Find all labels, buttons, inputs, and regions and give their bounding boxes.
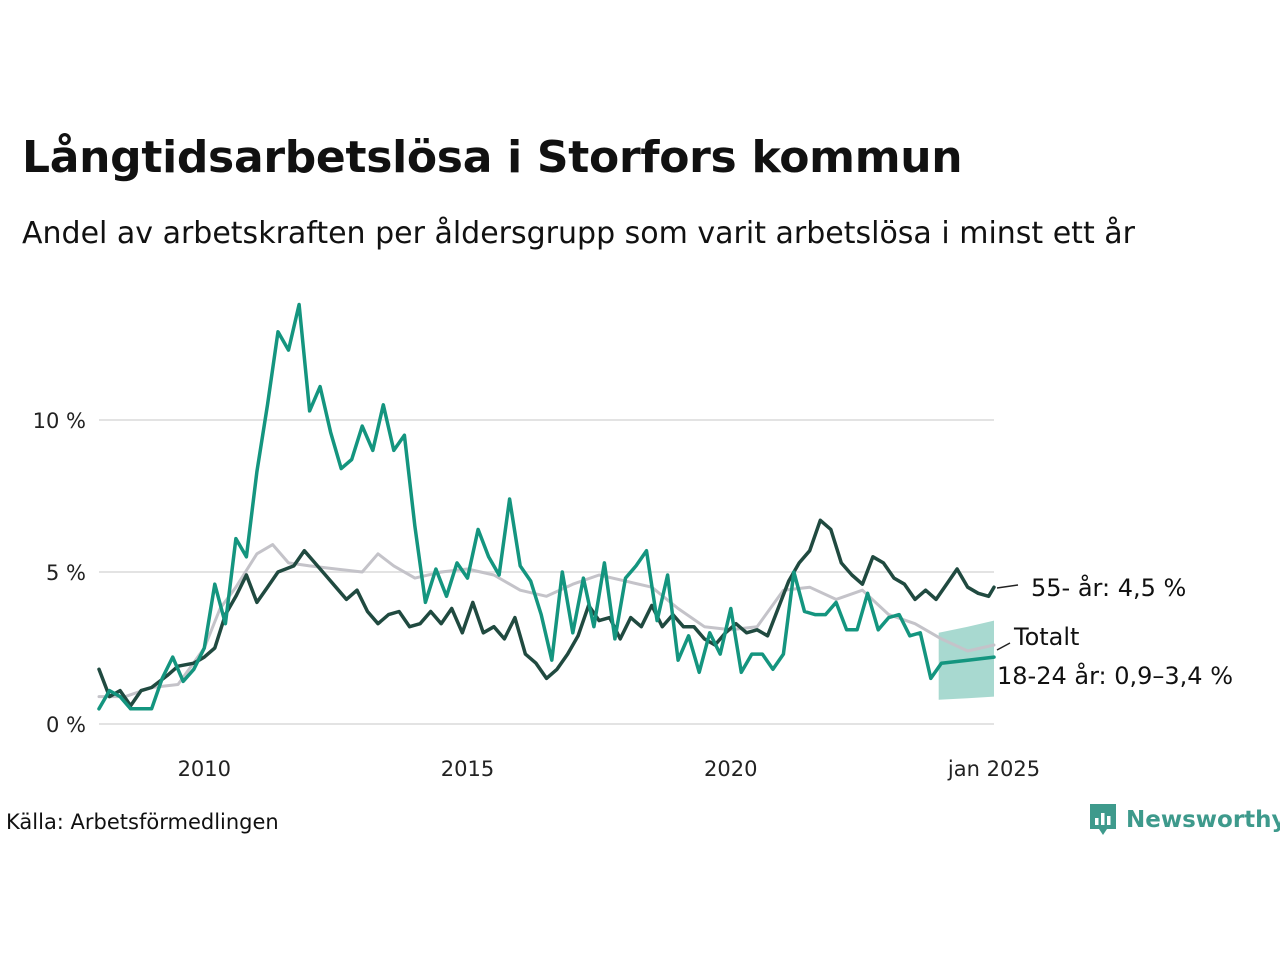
series-line-total <box>97 543 996 699</box>
x-tick-label: jan 2025 <box>947 757 1040 781</box>
x-tick-label: 2010 <box>178 757 231 781</box>
x-tick-label: 2015 <box>441 757 494 781</box>
brand-logo: Newsworthy <box>1088 802 1280 838</box>
y-tick-label: 10 % <box>33 409 86 433</box>
series-label-18-24: 18-24 år: 0,9–3,4 % <box>997 661 1233 690</box>
series-labels-layer: Totalt 55- år: 4,5 % 18-24 år: 0,9–3,4 % <box>996 573 1233 690</box>
brand-name: Newsworthy <box>1126 807 1280 833</box>
series-layer <box>97 302 996 711</box>
label-leader-line <box>996 584 1019 589</box>
page-title: Långtidsarbetslösa i Storfors kommun <box>22 132 963 183</box>
series-line-18-24 <box>97 302 996 711</box>
series-label-total: Totalt <box>1013 623 1079 651</box>
series-label-55-plus: 55- år: 4,5 % <box>1031 573 1186 602</box>
chart-subtitle: Andel av arbetskraften per åldersgrupp s… <box>22 216 1135 251</box>
x-tick-label: 2020 <box>704 757 757 781</box>
axis-ticks-layer: 0 % 5 % 10 % 2010 2015 2020 jan 2025 <box>33 409 1040 781</box>
grid-layer <box>99 419 994 725</box>
newsworthy-logo-icon <box>1090 804 1116 835</box>
label-leader-line <box>996 642 1011 651</box>
y-tick-label: 0 % <box>46 713 86 737</box>
series-line-55-plus <box>97 518 996 708</box>
y-tick-label: 5 % <box>46 561 86 585</box>
source-note: Källa: Arbetsförmedlingen <box>6 810 279 834</box>
line-chart: 0 % 5 % 10 % 2010 2015 2020 jan 2025 Totalt 55-… <box>33 302 1233 781</box>
